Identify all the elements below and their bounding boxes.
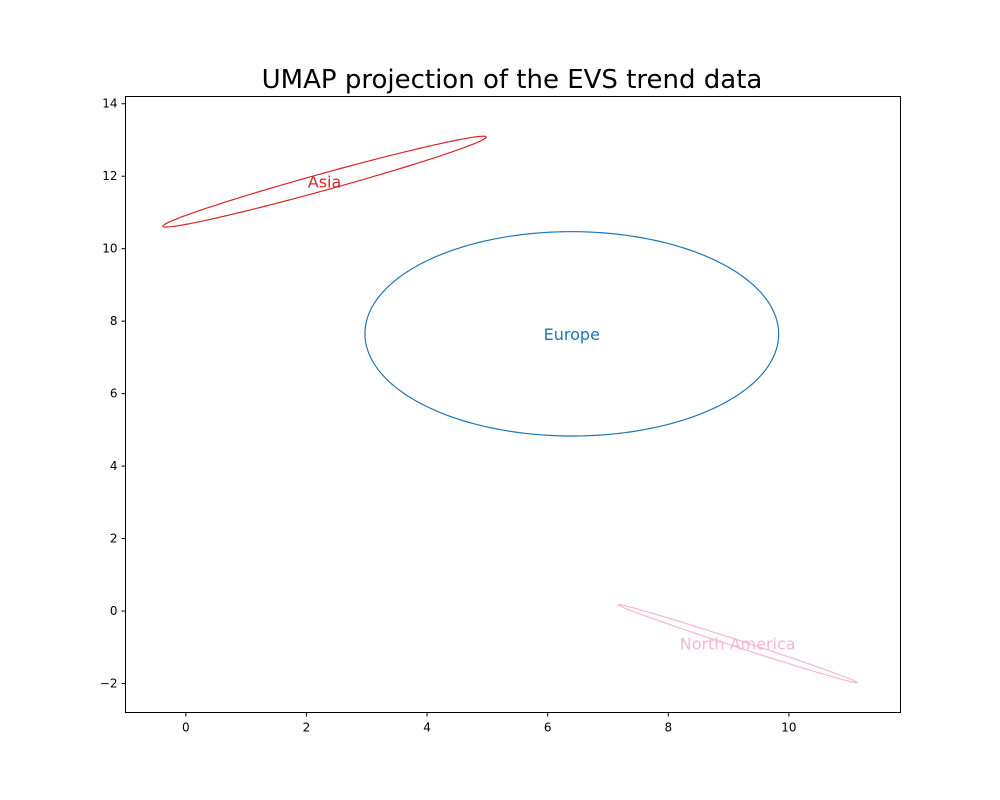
label-asia: Asia (308, 173, 342, 192)
x-tick-label: 4 (423, 721, 431, 735)
x-tick-label: 8 (664, 721, 672, 735)
y-tick-label: −2 (100, 677, 118, 691)
ellipse-north-america (617, 604, 858, 684)
y-tick-label: 14 (102, 97, 117, 111)
x-tick-label: 10 (781, 721, 796, 735)
chart-title: UMAP projection of the EVS trend data (262, 65, 763, 95)
y-tick-label: 0 (110, 604, 118, 618)
label-north-america: North America (680, 635, 796, 654)
label-europe: Europe (544, 325, 600, 344)
x-axis: 0 2 4 6 8 10 (182, 712, 797, 735)
y-tick-label: 8 (110, 314, 118, 328)
y-axis: −2 0 2 4 6 8 10 12 14 (100, 97, 126, 691)
y-tick-label: 10 (102, 242, 117, 256)
x-tick-label: 0 (182, 721, 190, 735)
plot-area: Asia Europe North America (162, 135, 858, 684)
y-tick-label: 6 (110, 387, 118, 401)
ellipse-asia (162, 135, 487, 228)
axes-frame (125, 96, 901, 713)
y-tick-label: 2 (110, 532, 118, 546)
x-tick-label: 6 (544, 721, 552, 735)
x-tick-label: 2 (303, 721, 311, 735)
y-tick-label: 4 (110, 459, 118, 473)
ellipse-europe (364, 231, 780, 437)
y-tick-label: 12 (102, 169, 117, 183)
